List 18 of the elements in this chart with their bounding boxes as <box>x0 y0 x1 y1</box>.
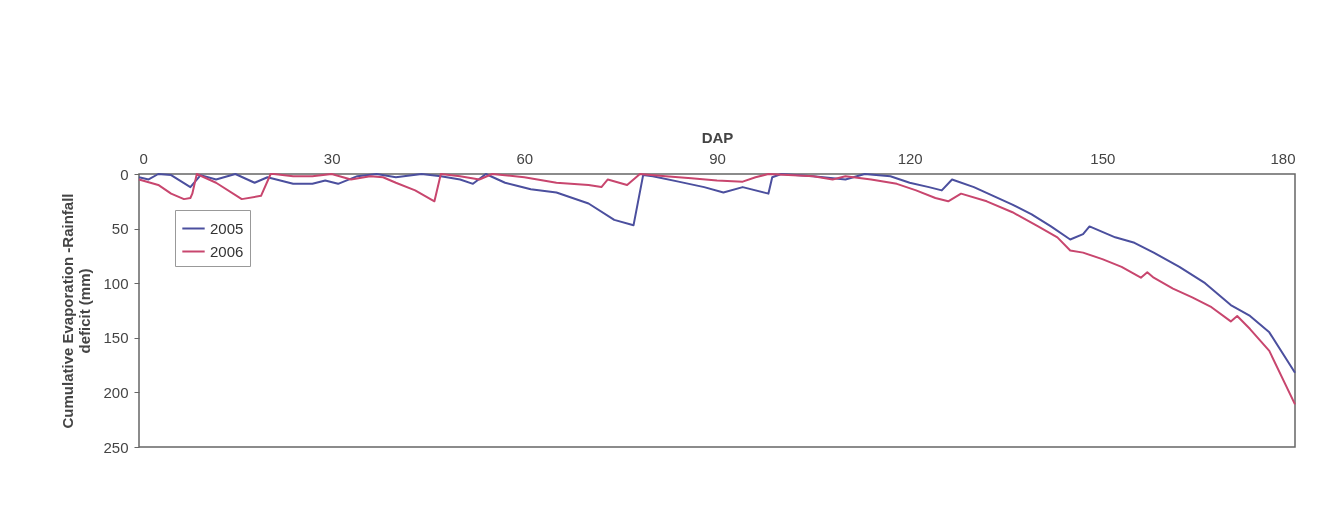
legend-label: 2006 <box>210 242 244 260</box>
x-tick-label: 90 <box>709 149 726 167</box>
y-tick-label: 150 <box>103 329 129 347</box>
x-tick-label: 60 <box>516 149 534 167</box>
x-tick-label: 120 <box>897 149 923 167</box>
legend-label: 2005 <box>210 219 244 237</box>
x-tick-label: 150 <box>1090 149 1116 167</box>
x-tick-label: 180 <box>1270 149 1296 167</box>
x-tick-label: 30 <box>323 149 341 167</box>
text: Cumulative Evaporation -Rainfall <box>59 193 77 429</box>
text: deficit (mm) <box>76 268 94 354</box>
y-tick-label: 100 <box>103 274 129 292</box>
y-tick-label: 200 <box>103 383 129 401</box>
y-tick-label: 50 <box>111 220 129 238</box>
y-tick-label: 250 <box>103 438 129 456</box>
x-axis-title: DAP <box>701 128 734 146</box>
y-tick-label: 0 <box>120 165 129 183</box>
x-tick-label: 0 <box>139 149 148 167</box>
